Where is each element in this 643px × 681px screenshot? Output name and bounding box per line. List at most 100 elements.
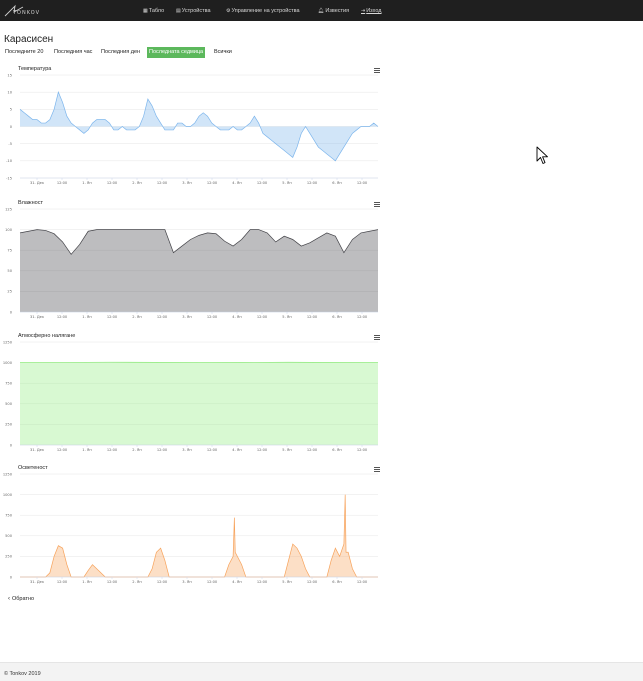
- temperature-chart-title: Температура: [18, 66, 52, 72]
- x-tick-label: 12:00: [157, 448, 168, 452]
- nav-dashboard[interactable]: ▦Табло: [143, 8, 164, 14]
- navbar: TONKOV ▦Табло ▤Устройства ⚙Управление на…: [0, 0, 643, 21]
- filter-last-20[interactable]: Последните 20: [5, 49, 44, 55]
- y-tick-label: 500: [5, 534, 13, 538]
- series-area: [20, 494, 378, 577]
- series-line[interactable]: [19, 229, 379, 255]
- nav-logout[interactable]: ⇥Изход: [361, 8, 382, 14]
- x-tick-label: 2. Ян: [132, 580, 142, 584]
- humidity-chart-title: Влажност: [18, 200, 43, 206]
- pressure-chart-menu-icon[interactable]: [374, 335, 380, 340]
- nav-logout-label: Изход: [366, 8, 382, 14]
- humidity-chart-plot: 125 100 75 50 25 0 31. Дек 12:00 1. Ян 12:00 2. Ян…: [5, 207, 379, 319]
- x-tick-label: 12:00: [257, 315, 268, 319]
- x-tick-label: 12:00: [107, 580, 118, 584]
- x-tick-label: 2. Ян: [132, 315, 142, 319]
- pressure-chart-plot: 1250 1000 750 500 250 0 31. Дек 12:00 1. Ян 12:00…: [3, 340, 379, 452]
- y-tick-label: 1250: [3, 340, 13, 344]
- x-tick-label: 12:00: [307, 580, 318, 584]
- temperature-chart-plot: 15 10 5 0 -5 -10 -15 31. Дек 12:00 1. Ян 12:00 2. Я…: [6, 73, 379, 185]
- x-tick-label: 6. Ян: [332, 448, 342, 452]
- y-tick-label: 0: [10, 443, 13, 447]
- logo-text: TONKOV: [13, 10, 41, 16]
- x-tick-label: 12:00: [307, 315, 318, 319]
- filter-last-day[interactable]: Последния ден: [101, 49, 141, 55]
- x-tick-label: 3. Ян: [182, 448, 192, 452]
- humidity-chart: 125 100 75 50 25 0 31. Дек 12:00 1. Ян 12:00 2. Ян…: [0, 200, 384, 324]
- x-tick-label: 1. Ян: [82, 181, 92, 185]
- light-chart-title: Осветеност: [18, 465, 48, 471]
- x-tick-label: 4. Ян: [232, 448, 242, 452]
- x-tick-label: 12:00: [107, 181, 118, 185]
- y-tick-label: -5: [8, 142, 12, 146]
- gear-icon: ⚙: [226, 8, 231, 14]
- x-tick-label: 12:00: [157, 580, 168, 584]
- x-tick-label: 3. Ян: [182, 580, 192, 584]
- x-tick-label: 12:00: [57, 315, 68, 319]
- filter-last-week[interactable]: Последната седмица: [147, 47, 206, 58]
- nav-dashboard-label: Табло: [148, 8, 165, 14]
- y-tick-label: 0: [10, 575, 13, 579]
- y-tick-label: 15: [7, 73, 12, 77]
- x-tick-label: 12:00: [357, 181, 368, 185]
- x-tick-label: 12:00: [207, 580, 218, 584]
- y-tick-label: -15: [6, 176, 12, 180]
- y-tick-label: 250: [5, 423, 13, 427]
- y-tick-label: 750: [5, 514, 13, 518]
- y-tick-label: 0: [10, 125, 13, 129]
- x-tick-label: 2. Ян: [132, 448, 142, 452]
- y-tick-label: 125: [5, 207, 12, 211]
- nav-device-management-label: Управление на устройства: [231, 8, 300, 14]
- x-tick-label: 12:00: [57, 181, 68, 185]
- x-tick-label: 5. Ян: [282, 315, 292, 319]
- y-tick-label: 250: [5, 555, 13, 559]
- series-line[interactable]: [19, 91, 379, 162]
- x-tick-label: 12:00: [257, 448, 268, 452]
- back-link[interactable]: ‹ Обратно: [8, 596, 34, 602]
- chevron-left-icon: ‹: [8, 596, 10, 602]
- x-tick-label: 12:00: [107, 315, 118, 319]
- x-tick-label: 6. Ян: [332, 580, 342, 584]
- x-tick-label: 4. Ян: [232, 580, 242, 584]
- x-tick-label: 12:00: [357, 315, 368, 319]
- y-tick-label: 500: [5, 402, 13, 406]
- filter-last-hour[interactable]: Последния час: [54, 49, 93, 55]
- x-tick-label: 12:00: [57, 580, 68, 584]
- y-tick-label: 5: [10, 108, 12, 112]
- x-tick-label: 31. Дек: [30, 580, 45, 584]
- x-tick-label: 1. Ян: [82, 580, 92, 584]
- y-tick-label: 50: [7, 269, 12, 273]
- logo-icon[interactable]: [3, 3, 43, 19]
- grid-icon: ▦: [143, 8, 148, 14]
- x-tick-label: 12:00: [257, 181, 268, 185]
- x-tick-label: 31. Дек: [30, 315, 45, 319]
- series-area: [20, 362, 378, 445]
- filter-all[interactable]: Всички: [214, 49, 232, 55]
- x-tick-label: 12:00: [357, 580, 368, 584]
- x-tick-label: 12:00: [307, 448, 318, 452]
- y-tick-label: 1000: [3, 493, 13, 497]
- y-tick-label: 10: [7, 90, 12, 94]
- temperature-chart-menu-icon[interactable]: [374, 68, 380, 73]
- y-tick-label: 1250: [3, 472, 13, 476]
- nav-device-management[interactable]: ⚙Управление на устройства: [226, 8, 300, 14]
- devices-icon: ▤: [176, 8, 181, 14]
- humidity-chart-menu-icon[interactable]: [374, 202, 380, 207]
- temperature-chart: 15 10 5 0 -5 -10 -15 31. Дек 12:00 1. Ян 12:00 2. Я…: [0, 66, 384, 190]
- y-tick-label: 25: [7, 290, 12, 294]
- x-tick-label: 12:00: [307, 181, 318, 185]
- y-tick-label: 750: [5, 382, 13, 386]
- y-tick-label: 75: [7, 249, 12, 253]
- light-chart-plot: 1250 1000 750 500 250 0 31. Дек 12:00 1. Ян 12:00…: [3, 472, 378, 584]
- light-chart: 1250 1000 750 500 250 0 31. Дек 12:00 1. Ян 12:00…: [0, 465, 384, 589]
- series-area: [20, 229, 378, 312]
- light-chart-menu-icon[interactable]: [374, 467, 380, 472]
- x-tick-label: 12:00: [207, 448, 218, 452]
- x-tick-label: 4. Ян: [232, 181, 242, 185]
- page-title: Карасисен: [4, 34, 54, 45]
- y-tick-label: 1000: [3, 361, 13, 365]
- x-tick-label: 5. Ян: [282, 580, 292, 584]
- pressure-chart: 1250 1000 750 500 250 0 31. Дек 12:00 1. Ян 12:00…: [0, 333, 384, 457]
- nav-devices[interactable]: ▤Устройства: [176, 8, 211, 14]
- nav-notifications[interactable]: 🔔︎Известия: [318, 8, 349, 14]
